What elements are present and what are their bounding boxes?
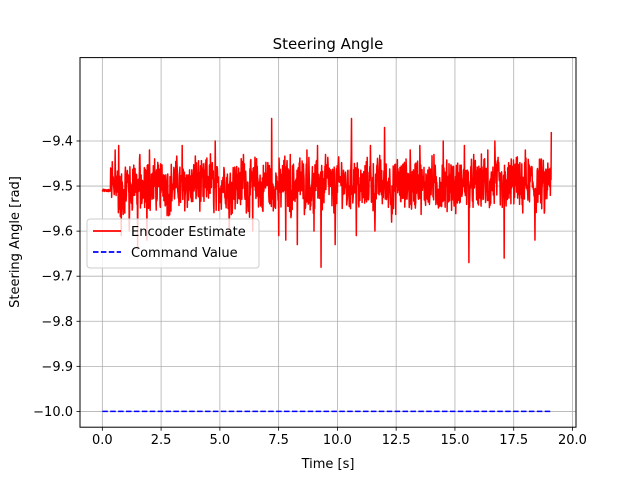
x-tick-label: 15.0 (440, 433, 469, 448)
x-tick-label: 12.5 (382, 433, 411, 448)
x-tick-label: 5.0 (210, 433, 231, 448)
x-tick-label: 17.5 (499, 433, 528, 448)
x-tick-label: 0.0 (92, 433, 113, 448)
y-tick-label: −10.0 (33, 405, 73, 420)
y-tick-label: −9.4 (41, 134, 73, 149)
ticks: 0.0 2.5 5.0 7.5 10.0 12.5 15.0 17.5 20.0 −10.0 −9.… (33, 134, 587, 448)
plot-lines (101, 117, 553, 413)
y-tick-label: −9.9 (41, 360, 73, 375)
x-tick-label: 2.5 (151, 433, 172, 448)
x-tick-label: 10.0 (323, 433, 352, 448)
legend-label-encoder-estimate: Encoder Estimate (131, 225, 246, 240)
legend-box (86, 218, 260, 269)
legend-label-command-value: Command Value (131, 246, 238, 261)
x-axis-label: Time [s] (301, 457, 355, 472)
series-encoder-estimate (101, 117, 553, 268)
y-tick-label: −9.6 (41, 225, 73, 240)
y-tick-label: −9.8 (41, 315, 73, 330)
chart-title: Steering Angle (273, 35, 384, 53)
legend: Encoder Estimate Command Value (86, 218, 260, 269)
axes-frame (79, 57, 577, 428)
x-tick-label: 20.0 (558, 433, 587, 448)
y-tick-label: −9.5 (41, 180, 73, 195)
x-tick-label: 7.5 (268, 433, 289, 448)
y-axis-label: Steering Angle [rad] (8, 176, 23, 308)
y-tick-label: −9.7 (41, 270, 73, 285)
